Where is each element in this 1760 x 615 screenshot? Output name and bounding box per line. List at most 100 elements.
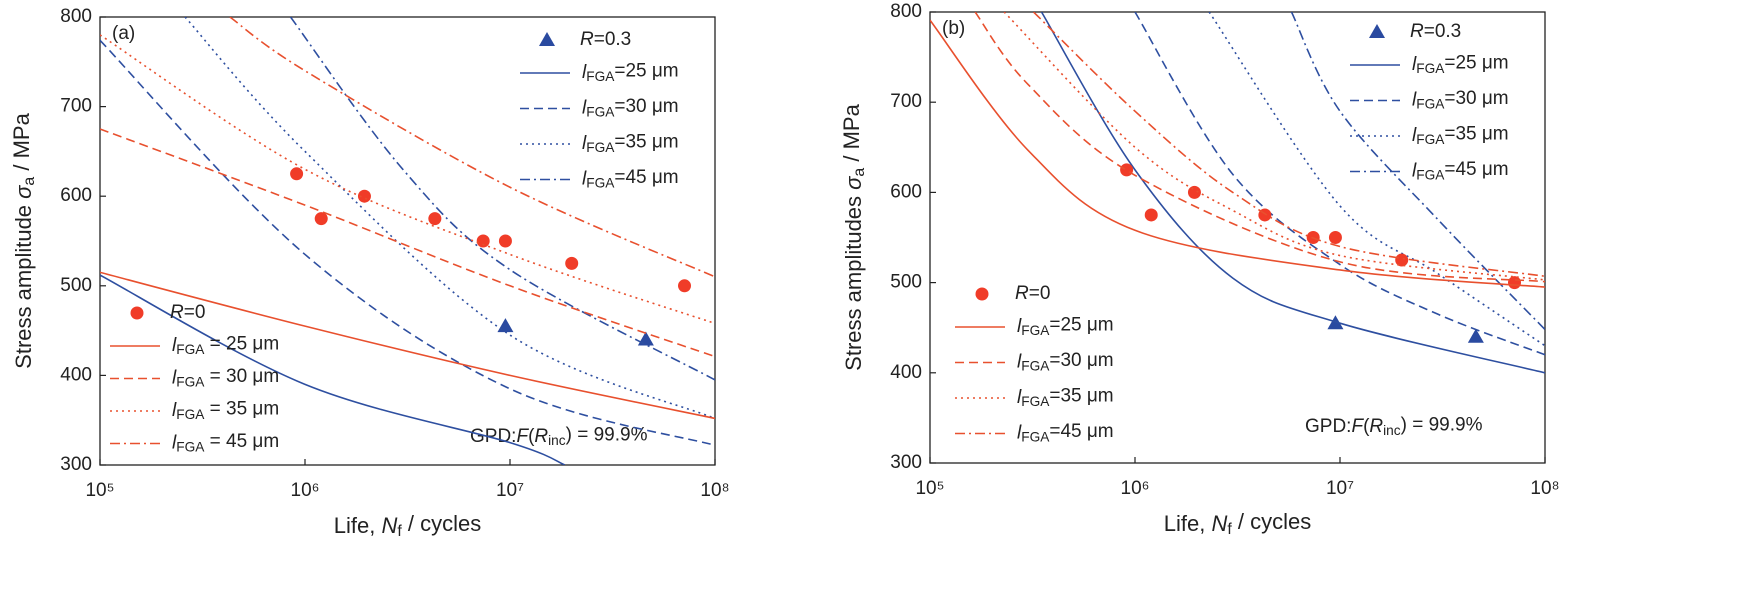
- y-tick-label: 700: [60, 96, 92, 117]
- curve: [930, 19, 1545, 288]
- legend-label: lFGA=30 μm: [1017, 350, 1114, 373]
- text-segment: F: [1351, 416, 1364, 437]
- x-tick-label: 10⁶: [1121, 478, 1150, 499]
- y-tick-label: 600: [60, 185, 92, 206]
- text-segment: inc: [1383, 423, 1401, 438]
- marker: [476, 234, 490, 248]
- marker: [1120, 163, 1134, 177]
- x-axis-label: Life, Nf / cycles: [334, 511, 481, 540]
- legend-marker: [130, 306, 144, 320]
- text-segment: R: [580, 29, 594, 50]
- x-tick-label: 10⁶: [291, 480, 320, 501]
- text-segment: =35 μm: [614, 131, 678, 152]
- legend-label: lFGA=45 μm: [1412, 159, 1509, 182]
- text-segment: =30 μm: [1444, 88, 1508, 109]
- text-segment: l: [1412, 125, 1417, 146]
- marker: [498, 234, 512, 248]
- text-segment: =0: [1029, 283, 1051, 304]
- text-segment: N: [381, 513, 397, 538]
- series: [1134, 12, 1545, 356]
- marker: [1395, 253, 1409, 267]
- legend-marker: [539, 32, 555, 46]
- legend-label: lFGA=35 μm: [1017, 385, 1114, 408]
- series: [974, 12, 1545, 283]
- text-segment: =25 μm: [1444, 52, 1508, 73]
- panel-label: (a): [112, 23, 135, 44]
- text-segment: l: [1017, 316, 1022, 337]
- text-segment: l: [582, 133, 587, 154]
- plot-frame: [929, 11, 1546, 464]
- text-segment: / MPa: [9, 112, 34, 176]
- marker: [290, 167, 304, 181]
- text-segment: inc: [548, 433, 566, 448]
- text-segment: / cycles: [402, 511, 481, 536]
- text-segment: FGA: [586, 69, 615, 84]
- text-segment: a: [851, 168, 868, 177]
- curve: [1134, 12, 1545, 356]
- y-tick-label: 600: [890, 181, 922, 202]
- text-segment: Stress amplitude: [11, 199, 36, 369]
- text-segment: ) = 99.9%: [1401, 414, 1483, 435]
- legend-label: lFGA=30 μm: [1412, 88, 1509, 111]
- curve: [229, 17, 715, 278]
- legend-label: lFGA=45 μm: [582, 167, 679, 190]
- text-segment: R: [1015, 283, 1029, 304]
- text-segment: FGA: [586, 104, 615, 119]
- x-tick-label: 10⁸: [1530, 478, 1559, 499]
- legend-label: R=0.3: [580, 29, 631, 50]
- text-segment: =30 μm: [1049, 350, 1113, 371]
- text-segment: Life,: [1164, 511, 1212, 536]
- legend-label: lFGA = 30 μm: [172, 366, 279, 389]
- text-segment: =45 μm: [614, 167, 678, 188]
- series: [184, 17, 715, 420]
- legend-label: lFGA = 25 μm: [172, 333, 279, 356]
- marker: [565, 256, 579, 270]
- text-segment: N: [1211, 511, 1227, 536]
- curve: [100, 271, 715, 420]
- y-tick-label: 300: [890, 452, 922, 473]
- text-segment: FGA: [176, 407, 205, 422]
- text-segment: = 30 μm: [204, 366, 279, 387]
- curve: [100, 128, 715, 358]
- x-tick-label: 10⁵: [915, 478, 944, 499]
- legend-label: lFGA=35 μm: [582, 131, 679, 154]
- legend-label: lFGA=25 μm: [582, 60, 679, 83]
- text-segment: f: [1227, 521, 1232, 538]
- x-tick-label: 10⁸: [700, 480, 729, 501]
- text-segment: l: [172, 400, 177, 421]
- text-segment: =0.3: [594, 29, 632, 50]
- legend-label: lFGA=25 μm: [1017, 314, 1114, 337]
- curve: [289, 17, 715, 381]
- text-segment: (: [1363, 416, 1370, 437]
- text-segment: = 25 μm: [204, 333, 279, 354]
- x-tick-label: 10⁷: [1326, 478, 1354, 499]
- x-axis-label: Life, Nf / cycles: [1164, 509, 1311, 538]
- text-segment: R: [170, 302, 184, 323]
- legend-label: lFGA=45 μm: [1017, 421, 1114, 444]
- text-segment: =25 μm: [1049, 314, 1113, 335]
- text-segment: R: [1410, 21, 1424, 42]
- text-segment: σ: [11, 185, 36, 199]
- text-segment: FGA: [176, 374, 205, 389]
- text-segment: / MPa: [839, 103, 864, 167]
- series: [100, 274, 566, 465]
- marker: [1508, 276, 1522, 290]
- marker: [1328, 231, 1342, 244]
- text-segment: l: [582, 98, 587, 119]
- y-tick-label: 800: [890, 1, 922, 22]
- curve: [1003, 12, 1545, 281]
- text-segment: FGA: [176, 342, 205, 357]
- y-tick-label: 400: [60, 364, 92, 385]
- text-segment: l: [582, 62, 587, 83]
- text-segment: l: [1017, 352, 1022, 373]
- y-tick-label: 800: [60, 6, 92, 27]
- text-segment: FGA: [176, 439, 205, 454]
- text-segment: l: [1412, 54, 1417, 75]
- legend-label: lFGA = 35 μm: [172, 398, 279, 421]
- text-segment: f: [397, 523, 402, 540]
- legend-marker: [975, 287, 989, 301]
- marker: [678, 279, 692, 293]
- text-segment: FGA: [1416, 167, 1445, 182]
- annotation: GPD:F(Rinc) = 99.9%: [1305, 414, 1483, 437]
- text-segment: GPD:: [1305, 416, 1351, 437]
